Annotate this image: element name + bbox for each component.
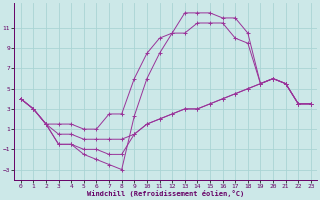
X-axis label: Windchill (Refroidissement éolien,°C): Windchill (Refroidissement éolien,°C) [87, 190, 244, 197]
